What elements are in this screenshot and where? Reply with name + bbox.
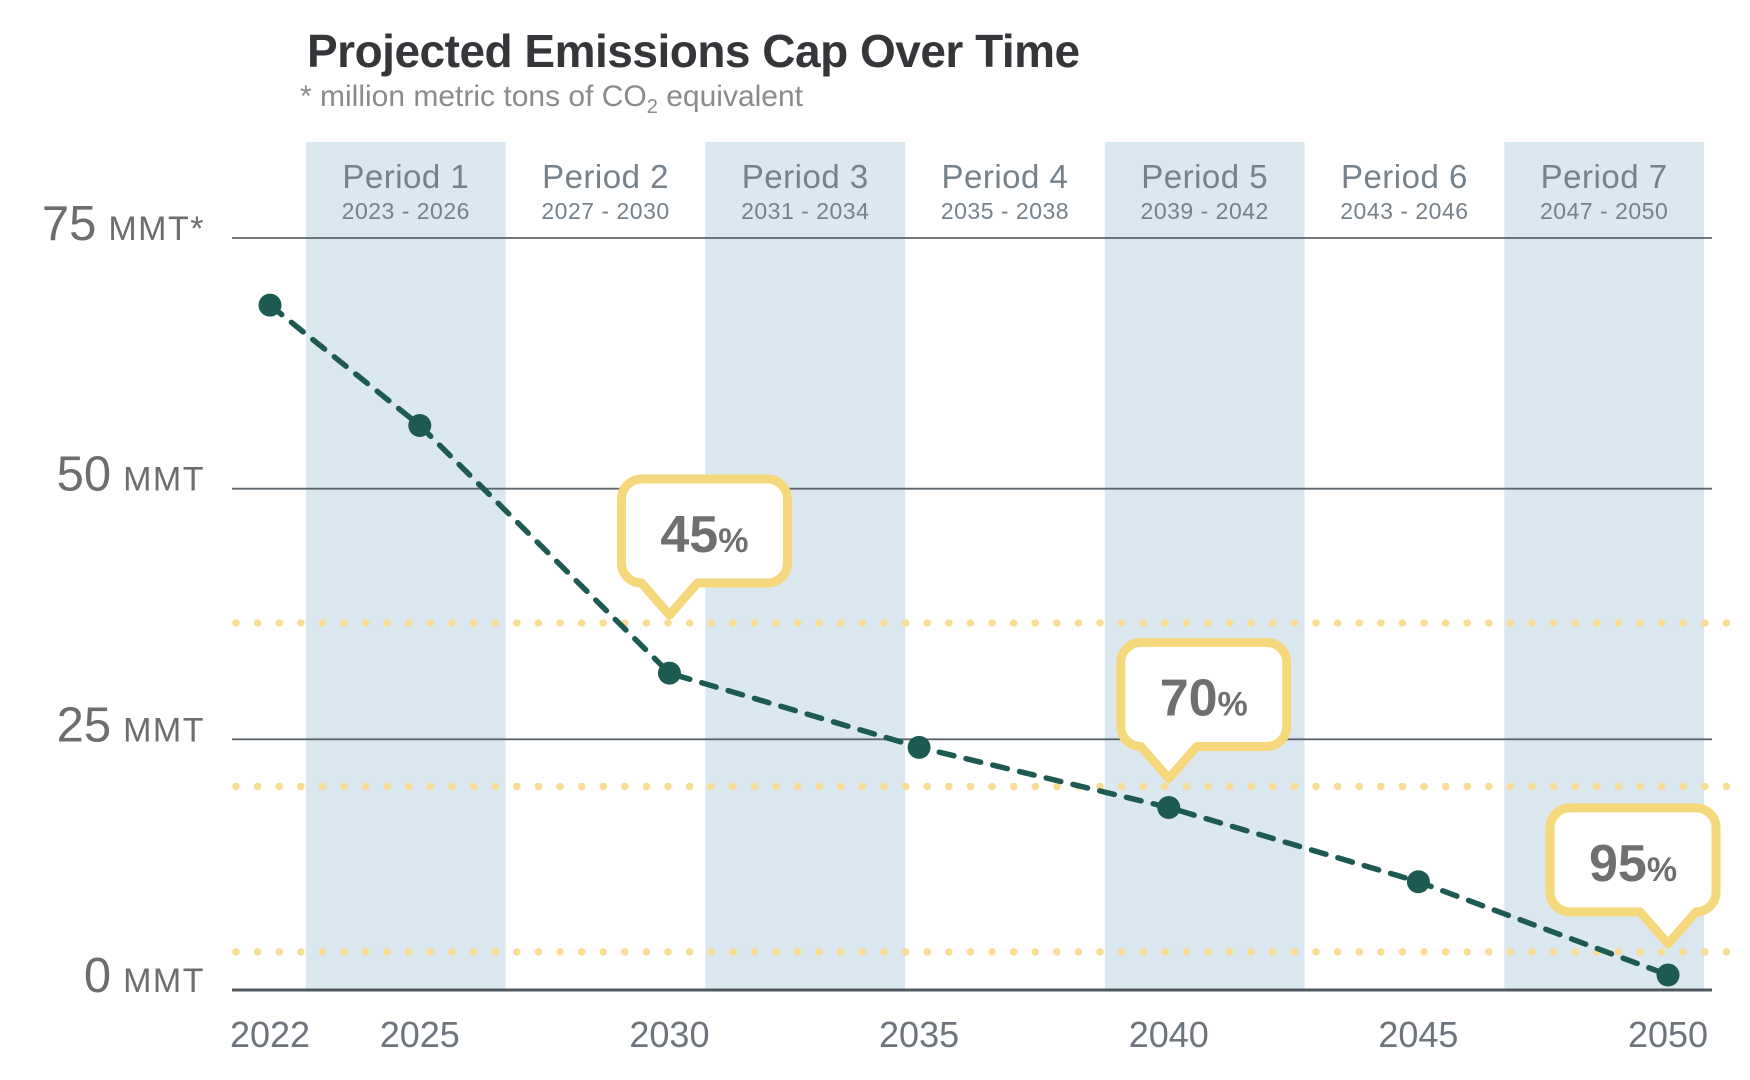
x-tick-label-2035: 2035 bbox=[879, 1014, 959, 1055]
y-axis-label-0: 0 MMT bbox=[84, 949, 205, 1003]
chart-subtitle: * million metric tons of CO2 equivalent bbox=[300, 80, 803, 117]
y-axis-label-75: 75 MMT* bbox=[42, 197, 205, 251]
data-point-2030 bbox=[657, 661, 681, 685]
data-point-2040 bbox=[1157, 796, 1181, 820]
period-label-5: Period 5 bbox=[1141, 158, 1268, 195]
period-years-5: 2039 - 2042 bbox=[1141, 198, 1269, 224]
period-label-6: Period 6 bbox=[1341, 158, 1468, 195]
subtitle-subscript: 2 bbox=[646, 96, 658, 118]
period-label-3: Period 3 bbox=[742, 158, 869, 195]
callout-label-45: 45% bbox=[660, 506, 748, 564]
period-band-5 bbox=[1104, 142, 1305, 990]
data-point-2050 bbox=[1656, 963, 1680, 987]
period-label-7: Period 7 bbox=[1541, 158, 1668, 195]
period-years-7: 2047 - 2050 bbox=[1540, 198, 1668, 224]
subtitle-suffix: equivalent bbox=[657, 80, 803, 113]
y-axis-label-25: 25 MMT bbox=[57, 698, 205, 752]
period-label-2: Period 2 bbox=[542, 158, 669, 195]
period-years-1: 2023 - 2026 bbox=[342, 198, 470, 224]
x-tick-label-2030: 2030 bbox=[629, 1014, 709, 1055]
period-years-3: 2031 - 2034 bbox=[741, 198, 869, 224]
data-point-2035 bbox=[907, 735, 931, 759]
callout-bubble-95 bbox=[1545, 803, 1721, 949]
x-tick-label-2045: 2045 bbox=[1378, 1014, 1458, 1055]
period-years-6: 2043 - 2046 bbox=[1340, 198, 1468, 224]
callout-label-95: 95% bbox=[1589, 835, 1677, 893]
callout-label-70: 70% bbox=[1160, 669, 1248, 727]
x-tick-label-2050: 2050 bbox=[1628, 1014, 1708, 1055]
x-tick-label-2022: 2022 bbox=[230, 1014, 310, 1055]
y-axis-label-50: 50 MMT bbox=[57, 448, 205, 502]
subtitle-prefix: * million metric tons of CO bbox=[300, 80, 647, 113]
data-point-2025 bbox=[408, 413, 432, 437]
period-label-1: Period 1 bbox=[342, 158, 469, 195]
callout-bubble-45 bbox=[616, 474, 792, 620]
data-point-2045 bbox=[1406, 870, 1430, 894]
period-label-4: Period 4 bbox=[942, 158, 1069, 195]
chart-title: Projected Emissions Cap Over Time bbox=[307, 25, 1080, 77]
period-years-2: 2027 - 2030 bbox=[541, 198, 669, 224]
x-tick-label-2040: 2040 bbox=[1129, 1014, 1209, 1055]
data-point-2022 bbox=[258, 293, 282, 317]
callout-bubble-70 bbox=[1116, 637, 1292, 783]
period-band-1 bbox=[305, 142, 506, 990]
period-years-4: 2035 - 2038 bbox=[941, 198, 1069, 224]
x-tick-label-2025: 2025 bbox=[380, 1014, 460, 1055]
